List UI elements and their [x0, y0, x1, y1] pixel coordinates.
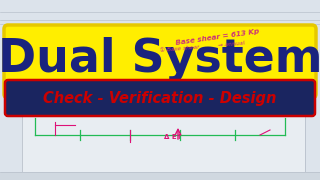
Text: Base shear = 613 Kp: Base shear = 613 Kp	[175, 28, 260, 46]
FancyBboxPatch shape	[305, 25, 320, 180]
Text: Check - Verification - Design: Check - Verification - Design	[43, 91, 277, 105]
FancyBboxPatch shape	[4, 25, 316, 98]
FancyBboxPatch shape	[5, 80, 315, 116]
FancyBboxPatch shape	[22, 25, 305, 180]
Text: Δ E↑: Δ E↑	[164, 134, 182, 140]
FancyBboxPatch shape	[0, 172, 320, 180]
Text: ① Base shear          → annual: ① Base shear → annual	[160, 41, 245, 53]
Text: Dual System: Dual System	[0, 37, 320, 82]
FancyBboxPatch shape	[0, 0, 320, 25]
FancyBboxPatch shape	[0, 25, 22, 180]
